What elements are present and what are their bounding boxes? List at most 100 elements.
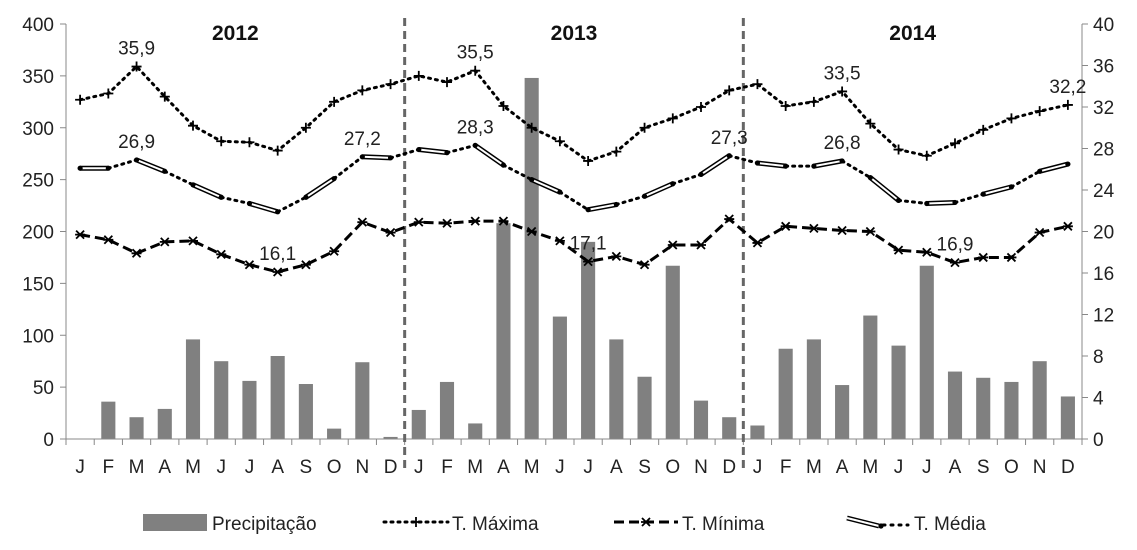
tmin-marker <box>244 260 255 270</box>
tmin-marker <box>837 225 848 236</box>
month-label: M <box>862 457 878 478</box>
data-annotation: 27,2 <box>344 129 381 150</box>
data-annotation: 35,5 <box>457 43 494 64</box>
tmin-marker <box>385 227 396 238</box>
month-label: F <box>441 457 453 478</box>
tmed-segment-dotted <box>558 190 590 212</box>
tmed-marker <box>895 197 902 203</box>
tmin-marker <box>329 246 340 256</box>
y-right-tick-label: 0 <box>1093 430 1104 451</box>
data-annotation: 16,9 <box>937 235 974 256</box>
tmax-marker <box>921 150 932 161</box>
tmax-marker <box>498 100 509 111</box>
tmed-marker <box>416 146 422 153</box>
tmax-marker <box>611 146 622 157</box>
tmed-segment-dotted <box>276 195 308 214</box>
tmax-marker <box>385 79 396 90</box>
precip-bar <box>439 381 455 439</box>
month-label: J <box>583 457 593 478</box>
tmed-segment-inner <box>869 176 900 202</box>
y-left-tick-label: 200 <box>22 223 54 244</box>
tmax-marker <box>978 124 989 135</box>
tmax-marker <box>272 145 283 156</box>
precip-bar <box>468 423 483 439</box>
data-annotation: 26,9 <box>118 132 155 153</box>
tmin-marker <box>75 229 86 240</box>
tmed-segment-inner <box>587 203 617 211</box>
tmax-marker <box>1062 99 1073 110</box>
precip-bar <box>327 428 342 439</box>
tmed-segment-dotted <box>727 154 759 165</box>
tmed-segment-dotted <box>897 198 929 205</box>
month-label: S <box>977 457 990 478</box>
legend-label-tmax: T. Máxima <box>452 514 539 535</box>
tmin-marker <box>667 240 678 250</box>
tmed-segment-dotted <box>219 195 251 205</box>
legend-label-precip: Precipitação <box>212 514 317 535</box>
tmax-marker <box>837 86 848 97</box>
precip-bar <box>496 223 511 439</box>
tmax-marker <box>526 122 537 133</box>
tmed-segment-dotted <box>840 159 872 180</box>
month-label: O <box>1004 457 1019 478</box>
month-label: O <box>665 457 680 478</box>
legend-swatch-precip <box>143 514 207 531</box>
tmin-marker <box>724 214 735 224</box>
tmed-marker <box>500 162 507 168</box>
tmed-segment-dotted <box>1009 169 1042 189</box>
precip-bar <box>947 371 963 439</box>
tmax-marker <box>329 96 340 107</box>
data-annotation: 32,2 <box>1049 77 1086 98</box>
y-left-tick-label: 150 <box>22 274 54 295</box>
month-label: N <box>355 457 369 478</box>
tmin-marker <box>808 223 819 234</box>
precip-bar <box>750 425 765 439</box>
tmed-segment-inner <box>1039 163 1069 173</box>
month-label: A <box>271 457 284 478</box>
data-annotation: 35,9 <box>118 39 155 60</box>
tmed-segment-dotted <box>501 163 534 182</box>
tmin-marker <box>526 226 537 237</box>
tmin-marker <box>470 216 481 226</box>
tmed-marker <box>529 177 535 183</box>
tmax-marker <box>1006 113 1017 124</box>
precip-bar <box>298 384 313 439</box>
tmed-marker <box>218 194 224 200</box>
tmax-marker <box>300 122 311 133</box>
month-label: M <box>185 457 201 478</box>
month-label: F <box>103 457 115 478</box>
tmed-segment-inner <box>757 162 786 168</box>
month-label: S <box>300 457 313 478</box>
month-label: A <box>497 457 510 478</box>
tmed-marker <box>1037 168 1043 174</box>
tmin-marker <box>357 217 368 227</box>
data-annotation: 17,1 <box>570 234 607 255</box>
tmed-marker <box>105 165 111 171</box>
legend-label-tmed: T. Média <box>914 514 986 535</box>
tmax-marker <box>583 155 594 166</box>
legend-swatch-tmed-inner <box>846 517 880 527</box>
tmed-marker <box>133 157 140 163</box>
tmed-marker <box>246 200 253 207</box>
tmax-marker <box>131 61 142 72</box>
month-label: F <box>780 457 792 478</box>
chart-labels: 2012 2013 2014 35,9 26,9 16,1 27,2 35,5 28,3 17,1… <box>118 22 1086 265</box>
month-label: O <box>327 457 342 478</box>
tmax-marker <box>893 144 904 155</box>
tmed-marker <box>557 189 563 195</box>
tmed-marker <box>783 163 789 169</box>
y-right-tick-label: 36 <box>1093 57 1114 78</box>
precip-bar <box>891 345 906 439</box>
tmin-marker <box>272 267 283 277</box>
month-label: J <box>753 457 763 478</box>
tmin-marker <box>554 236 565 246</box>
tmed-marker <box>698 171 704 178</box>
tmed-segment-dotted <box>332 155 364 181</box>
month-label: M <box>129 457 145 478</box>
tmed-marker <box>303 194 309 200</box>
tmed-segment-inner <box>249 202 278 213</box>
tmax-marker <box>244 137 255 148</box>
tmed-marker <box>444 150 450 156</box>
tmax-marker <box>865 118 876 129</box>
tmed-segment-dotted <box>163 169 195 187</box>
